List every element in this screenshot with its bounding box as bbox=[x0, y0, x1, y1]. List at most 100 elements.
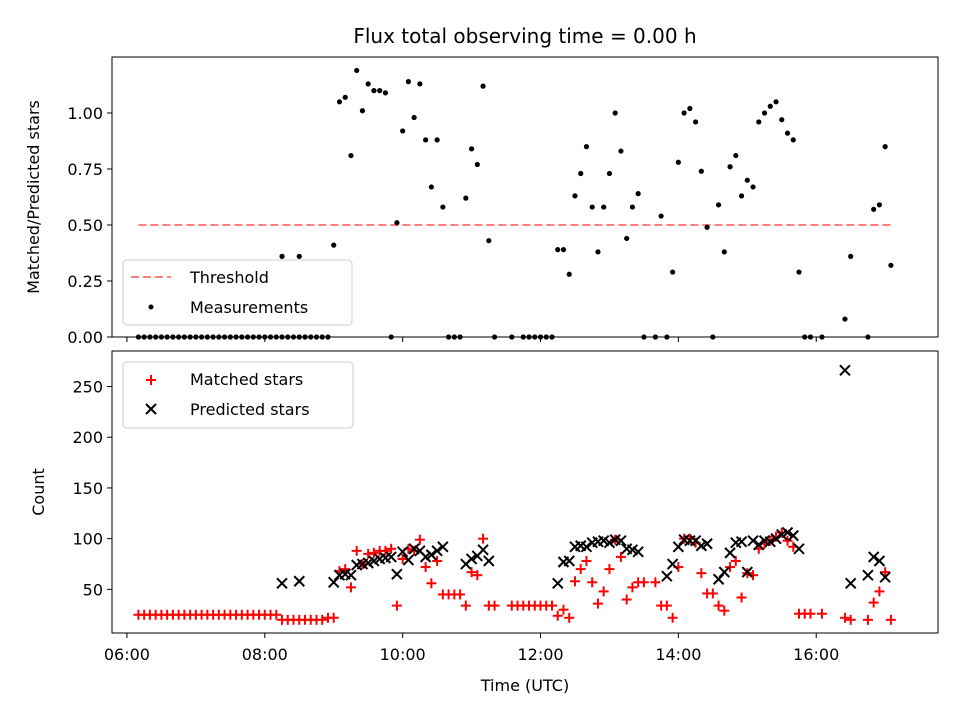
predicted-point bbox=[385, 551, 397, 563]
predicted-point bbox=[764, 535, 776, 548]
matched-series bbox=[133, 527, 896, 625]
matched-point bbox=[432, 555, 443, 566]
matched-point bbox=[592, 598, 603, 609]
y-tick-label: 0.00 bbox=[67, 328, 103, 347]
x-tick-label: 06:00 bbox=[104, 645, 150, 664]
matched-point bbox=[736, 592, 747, 603]
measurement-point bbox=[555, 247, 561, 253]
predicted-point bbox=[661, 570, 673, 582]
matched-point bbox=[667, 612, 678, 623]
matched-point bbox=[874, 586, 885, 597]
bottom-y-axis-label: Count bbox=[29, 468, 48, 516]
matched-point bbox=[868, 597, 879, 608]
measurement-point bbox=[733, 152, 739, 159]
measurement-point bbox=[790, 137, 796, 143]
measurement-point bbox=[583, 144, 590, 150]
measurement-point bbox=[784, 130, 791, 136]
matched-point bbox=[730, 555, 741, 566]
measurement-point bbox=[566, 271, 572, 277]
bottom-legend-box bbox=[122, 361, 354, 429]
matched-point bbox=[380, 545, 391, 556]
measurement-point bbox=[738, 193, 745, 199]
measurement-point bbox=[681, 110, 687, 116]
matched-point bbox=[414, 534, 425, 545]
matched-point bbox=[598, 586, 609, 597]
measurement-point bbox=[744, 177, 750, 183]
predicted-point bbox=[873, 555, 886, 567]
measurement-point bbox=[670, 269, 676, 275]
y-tick-label: 0.25 bbox=[67, 272, 103, 291]
predicted-point bbox=[603, 537, 616, 549]
predicted-point bbox=[632, 546, 644, 558]
measurement-point bbox=[842, 316, 848, 322]
predicted-point bbox=[747, 534, 759, 547]
measurement-point bbox=[687, 105, 693, 112]
bottom-legend: Matched stars Predicted stars bbox=[122, 361, 354, 429]
measurement-point bbox=[629, 204, 636, 210]
measurement-point bbox=[331, 242, 337, 248]
matched-point bbox=[885, 614, 896, 625]
matched-point bbox=[546, 600, 557, 611]
matched-point bbox=[719, 605, 730, 616]
matched-point bbox=[351, 545, 362, 556]
matched-point bbox=[725, 562, 736, 573]
matched-point bbox=[569, 576, 580, 587]
measurement-point bbox=[474, 161, 480, 168]
legend-measurements-label: Measurements bbox=[190, 298, 308, 317]
predicted-point bbox=[781, 526, 794, 539]
measurement-point bbox=[342, 94, 348, 100]
predicted-point bbox=[867, 551, 880, 563]
legend-matched-swatch bbox=[146, 375, 156, 385]
matched-point bbox=[638, 577, 649, 588]
matched-point bbox=[455, 589, 466, 600]
measurement-point bbox=[727, 164, 733, 170]
measurement-point bbox=[779, 117, 785, 123]
matched-point bbox=[707, 588, 718, 599]
predicted-point bbox=[437, 541, 449, 553]
predicted-point bbox=[787, 529, 799, 542]
measurement-point bbox=[371, 88, 377, 94]
measurement-point bbox=[377, 88, 383, 94]
top-y-axis-label: Matched/Predicted stars bbox=[24, 100, 43, 294]
predicted-point bbox=[483, 555, 495, 567]
predicted-point bbox=[293, 575, 305, 587]
predicted-point bbox=[741, 566, 754, 578]
top-y-ticks: 0.00 0.25 0.50 0.75 1.00 bbox=[67, 104, 112, 347]
measurement-point bbox=[692, 119, 699, 125]
measurement-point bbox=[882, 144, 888, 150]
matched-point bbox=[345, 582, 356, 593]
predicted-point bbox=[844, 577, 857, 590]
predicted-series bbox=[276, 364, 891, 590]
bottom-panel: Count Time (UTC) 50 100 150 200 250 06:00 08:… bbox=[29, 350, 939, 695]
x-tick-label: 12:00 bbox=[517, 645, 563, 664]
measurement-point bbox=[721, 249, 727, 255]
matched-point bbox=[696, 568, 707, 579]
predicted-point bbox=[396, 546, 409, 558]
matched-point bbox=[460, 600, 471, 611]
x-tick-label: 14:00 bbox=[655, 645, 701, 664]
measurement-point bbox=[405, 79, 411, 85]
measurement-point bbox=[468, 146, 475, 152]
bottom-y-ticks: 50 100 150 200 250 bbox=[72, 378, 112, 599]
matched-point bbox=[650, 577, 661, 588]
measurement-point bbox=[612, 110, 618, 116]
measurement-point bbox=[336, 99, 343, 105]
x-axis-label: Time (UTC) bbox=[480, 676, 569, 695]
matched-point bbox=[386, 543, 397, 554]
top-legend: Threshold Measurements bbox=[122, 259, 353, 326]
predicted-point bbox=[580, 541, 593, 553]
matched-point bbox=[340, 564, 351, 575]
matched-point bbox=[587, 577, 598, 588]
x-tick-label: 10:00 bbox=[380, 645, 426, 664]
matched-point bbox=[478, 533, 489, 544]
measurement-point bbox=[572, 193, 578, 199]
measurement-point bbox=[423, 137, 429, 143]
measurement-point bbox=[595, 249, 601, 255]
measurement-point bbox=[578, 170, 584, 177]
matched-point bbox=[880, 567, 891, 578]
predicted-point bbox=[563, 555, 575, 567]
predicted-point bbox=[770, 532, 782, 545]
measurement-point bbox=[463, 195, 469, 201]
